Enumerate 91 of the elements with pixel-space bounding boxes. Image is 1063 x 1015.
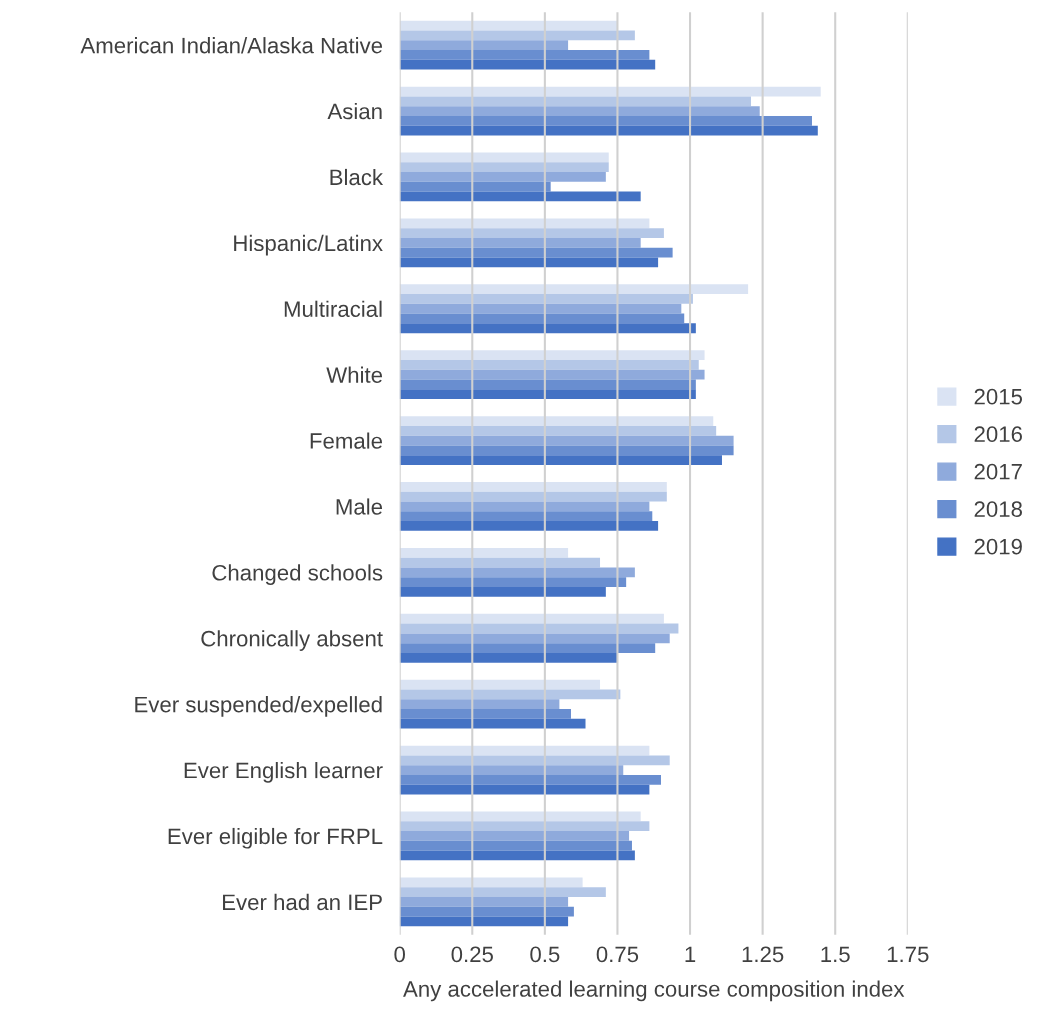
bar <box>399 323 696 334</box>
y-tick-label: Changed schools <box>212 564 383 586</box>
legend-label: 2018 <box>974 501 1022 518</box>
bar <box>399 577 627 587</box>
y-tick-label: White <box>326 366 383 383</box>
bar <box>399 455 722 465</box>
bar <box>399 567 635 578</box>
legend-label: 2019 <box>974 538 1022 555</box>
x-tick-label: 1.25 <box>742 946 784 963</box>
y-tick-label: Female <box>310 432 383 449</box>
bar <box>399 774 661 785</box>
bar <box>399 172 606 182</box>
bar <box>399 303 682 314</box>
bar <box>399 350 705 361</box>
x-tick-label: 1.75 <box>887 946 929 963</box>
y-tick-label: Ever eligible for FRPL <box>168 827 383 849</box>
bar <box>399 887 606 897</box>
bar <box>399 313 685 324</box>
bar <box>399 228 664 238</box>
bar <box>399 679 601 690</box>
bar <box>399 633 670 644</box>
y-tick-label: Asian <box>327 102 382 120</box>
bar <box>399 96 752 107</box>
bar <box>399 445 734 456</box>
bar <box>399 623 679 634</box>
bar <box>399 257 659 268</box>
legend-label: 2015 <box>974 388 1023 405</box>
bar <box>399 718 586 729</box>
bar <box>399 557 601 568</box>
bar <box>399 613 664 624</box>
bar <box>399 191 641 202</box>
bar <box>399 369 705 380</box>
bar <box>399 511 653 522</box>
bar <box>399 896 569 907</box>
x-tick-label: 0 <box>394 946 405 963</box>
bar <box>399 59 656 70</box>
bar <box>399 811 641 822</box>
bar <box>399 181 551 192</box>
bar <box>399 50 650 60</box>
bar <box>399 284 749 295</box>
bar <box>399 755 670 766</box>
bar <box>399 586 606 597</box>
x-tick-label: 0.75 <box>596 946 639 963</box>
legend-label: 2016 <box>974 426 1022 443</box>
bar <box>399 247 673 258</box>
y-tick-label: Male <box>336 498 383 515</box>
y-tick-label: Chronically absent <box>201 630 383 651</box>
bar <box>399 106 760 116</box>
y-tick-label: Ever suspended/expelled <box>135 696 382 717</box>
bar <box>399 877 583 888</box>
bar <box>399 40 569 51</box>
bar <box>399 360 699 370</box>
bar <box>399 20 618 31</box>
bar <box>399 425 717 436</box>
bar <box>399 115 812 126</box>
bar <box>399 389 696 400</box>
x-tick-label: 1 <box>685 946 696 963</box>
bar <box>399 491 667 502</box>
bar <box>399 906 574 917</box>
legend-label: 2017 <box>974 463 1022 480</box>
bar <box>399 125 818 136</box>
y-tick-label: American Indian/Alaska Native <box>80 37 383 54</box>
x-tick-label: 0.5 <box>530 946 560 963</box>
x-axis-title: Any accelerated learning course composition index <box>403 980 905 1002</box>
bar <box>399 435 734 446</box>
bar <box>399 482 667 492</box>
bar <box>399 765 624 775</box>
bar <box>399 547 569 558</box>
bar <box>399 699 560 710</box>
bar <box>399 643 656 653</box>
bar <box>399 152 609 163</box>
bar <box>399 416 714 426</box>
x-tick-label: 0.25 <box>451 946 493 963</box>
bar <box>399 916 569 927</box>
bar <box>399 294 693 304</box>
y-tick-label: Multiracial <box>284 300 382 318</box>
bar <box>399 652 618 663</box>
bar <box>399 162 609 173</box>
bar <box>399 840 632 851</box>
y-tick-label: Black <box>330 168 384 186</box>
bar <box>399 831 630 841</box>
bar <box>399 709 571 719</box>
x-tick-label: 1.5 <box>821 946 850 963</box>
bar <box>399 521 659 531</box>
bar <box>399 218 650 229</box>
bar <box>399 86 821 97</box>
y-tick-label: Hispanic/Latinx <box>234 234 383 256</box>
y-tick-label: Ever had an IEP <box>223 893 382 911</box>
bar <box>399 237 641 248</box>
y-tick-label: Ever English learner <box>184 762 383 783</box>
bar <box>399 821 650 832</box>
